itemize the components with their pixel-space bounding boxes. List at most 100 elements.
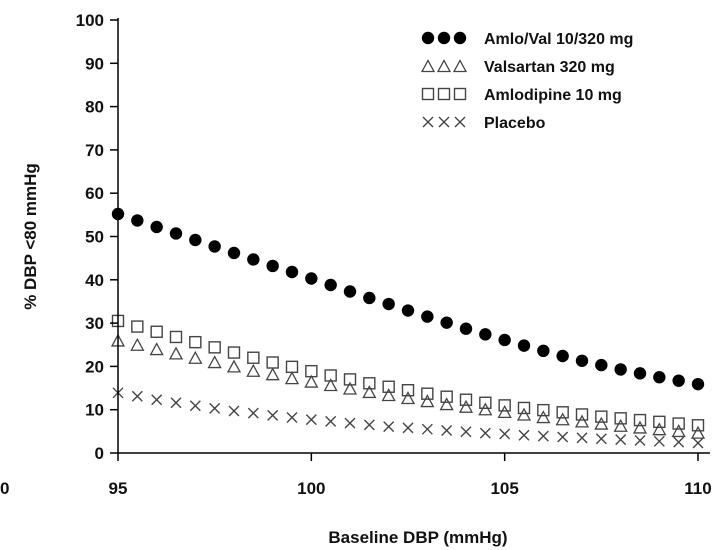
y-tick-label: 80 bbox=[85, 98, 104, 117]
data-point bbox=[131, 214, 144, 227]
data-point bbox=[150, 220, 163, 234]
data-point bbox=[284, 371, 300, 385]
data-point bbox=[342, 381, 358, 395]
data-point bbox=[536, 410, 551, 424]
data-point bbox=[362, 385, 377, 399]
legend-item-3: Amlodipine 10 mg bbox=[421, 87, 622, 104]
legend-label: Amlo/Val 10/320 mg bbox=[484, 31, 633, 48]
data-point bbox=[692, 437, 704, 449]
data-point bbox=[691, 377, 705, 391]
legend-marker bbox=[436, 59, 452, 73]
data-point bbox=[439, 397, 454, 411]
data-point bbox=[363, 377, 376, 390]
legend-label: Placebo bbox=[484, 115, 546, 132]
x-tick-label: 110 bbox=[684, 479, 711, 498]
y-tick-label: 40 bbox=[85, 271, 104, 290]
y-tick-label: 0 bbox=[95, 444, 104, 463]
data-point bbox=[247, 253, 260, 266]
data-point bbox=[401, 304, 415, 317]
data-point bbox=[672, 374, 685, 387]
data-point bbox=[440, 390, 453, 403]
data-point bbox=[555, 412, 570, 426]
data-point bbox=[304, 374, 319, 388]
data-point bbox=[421, 387, 434, 400]
data-point bbox=[614, 363, 627, 376]
data-point bbox=[383, 421, 395, 433]
data-point bbox=[672, 417, 685, 430]
legend-marker bbox=[452, 59, 468, 73]
data-point bbox=[401, 384, 415, 397]
data-point bbox=[168, 346, 184, 360]
data-point bbox=[305, 364, 318, 378]
data-point bbox=[575, 354, 589, 367]
data-point bbox=[653, 435, 665, 447]
data-point bbox=[633, 367, 647, 380]
x-axis-title: Baseline DBP (mmHg) bbox=[328, 528, 507, 547]
x-tick-label: 105 bbox=[490, 479, 518, 498]
data-point bbox=[209, 402, 221, 414]
data-point bbox=[478, 402, 493, 416]
y-tick-label: 60 bbox=[85, 184, 104, 203]
data-point bbox=[421, 310, 434, 323]
data-point bbox=[653, 371, 666, 384]
data-point bbox=[266, 259, 279, 273]
data-point bbox=[324, 278, 337, 292]
data-point bbox=[634, 434, 646, 446]
y-tick-label: 100 bbox=[76, 11, 104, 30]
legend-marker bbox=[438, 116, 450, 128]
data-point bbox=[189, 233, 202, 247]
data-point bbox=[363, 291, 376, 305]
y-tick-label: 10 bbox=[85, 401, 104, 420]
data-point bbox=[325, 415, 337, 427]
data-point bbox=[149, 342, 164, 356]
data-point bbox=[343, 285, 357, 298]
data-point bbox=[459, 322, 473, 335]
y-tick-label: 70 bbox=[85, 141, 104, 160]
data-point bbox=[556, 406, 569, 419]
data-point bbox=[150, 325, 163, 338]
legend-marker bbox=[422, 116, 434, 128]
data-point bbox=[247, 407, 259, 419]
legend: Amlo/Val 10/320 mg Valsartan 320 mg Amlodi… bbox=[420, 31, 633, 132]
series-2 bbox=[110, 333, 706, 439]
legend-label: Amlodipine 10 mg bbox=[484, 87, 622, 104]
data-point bbox=[421, 423, 433, 435]
data-point bbox=[305, 414, 317, 426]
data-point bbox=[479, 427, 491, 439]
series-1 bbox=[111, 207, 705, 391]
data-point bbox=[690, 425, 706, 439]
data-point bbox=[537, 403, 550, 417]
y-axis-title: % DBP <80 mmHg bbox=[21, 163, 40, 310]
legend-item-2: Valsartan 320 mg bbox=[420, 59, 615, 76]
data-point bbox=[343, 373, 357, 386]
data-point bbox=[557, 431, 569, 443]
data-point bbox=[131, 390, 143, 402]
data-point bbox=[265, 367, 280, 381]
x-tick-label: 100 bbox=[297, 479, 325, 498]
legend-marker bbox=[437, 31, 451, 45]
data-point bbox=[130, 337, 145, 351]
data-point bbox=[151, 394, 163, 406]
data-point bbox=[479, 396, 492, 409]
edge-tick-label: 0 bbox=[0, 479, 9, 498]
legend-marker bbox=[453, 31, 467, 45]
data-point bbox=[499, 428, 511, 440]
legend-marker bbox=[453, 87, 467, 101]
plot-marks bbox=[110, 207, 706, 449]
data-point bbox=[556, 349, 569, 363]
legend-marker bbox=[454, 116, 466, 128]
axes: 0 10 20 30 40 50 60 70 80 90 100 95 100 105 110 0 Baseli… bbox=[0, 11, 712, 547]
data-point bbox=[614, 412, 627, 425]
data-point bbox=[228, 405, 240, 417]
y-tick-label: 90 bbox=[85, 54, 104, 73]
data-point bbox=[189, 400, 201, 412]
legend-label: Valsartan 320 mg bbox=[484, 59, 615, 76]
data-point bbox=[652, 422, 667, 436]
data-point bbox=[575, 408, 589, 421]
data-point bbox=[207, 355, 222, 369]
data-point bbox=[286, 411, 298, 423]
data-point bbox=[653, 415, 666, 429]
data-point bbox=[363, 419, 375, 431]
legend-marker bbox=[420, 59, 436, 73]
